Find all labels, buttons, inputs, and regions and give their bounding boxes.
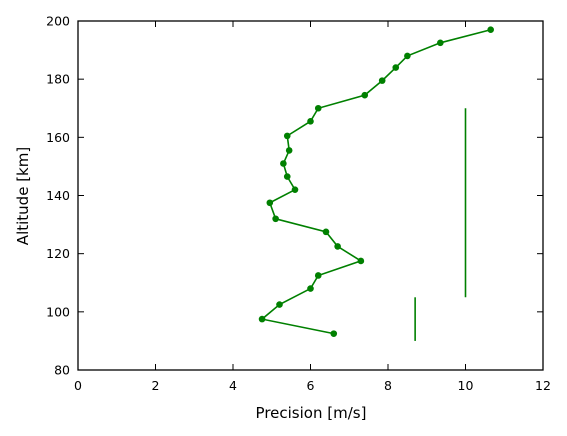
series-1-point-18 bbox=[361, 91, 369, 99]
y-tick-label: 120 bbox=[46, 246, 70, 261]
series-1-point-5 bbox=[314, 272, 322, 279]
series-1-point-20 bbox=[392, 64, 400, 71]
y-tick-label: 80 bbox=[54, 363, 70, 378]
series-1-point-3 bbox=[276, 301, 283, 308]
series-1-point-22 bbox=[437, 39, 444, 47]
y-tick-label: 140 bbox=[46, 188, 70, 203]
x-tick-label: 12 bbox=[535, 378, 551, 393]
y-tick-label: 160 bbox=[46, 130, 70, 145]
series-1-point-23 bbox=[487, 26, 494, 34]
series-1-point-1 bbox=[330, 330, 338, 337]
series-1-point-2 bbox=[258, 315, 266, 323]
plot-frame bbox=[77, 20, 544, 371]
series-1-point-17 bbox=[314, 104, 322, 112]
series-1-point-10 bbox=[266, 199, 274, 207]
series-1-point-21 bbox=[404, 52, 411, 60]
axis-ticks: 0 2 4 6 8 10 12 80 100 120 140 160 180 200 bbox=[46, 14, 551, 394]
series-1-point-11 bbox=[291, 186, 299, 193]
x-tick-label: 8 bbox=[384, 378, 392, 393]
series-1-point-16 bbox=[307, 118, 314, 125]
x-tick-label: 10 bbox=[458, 378, 474, 393]
series-1-point-8 bbox=[322, 228, 330, 236]
x-tick-label: 2 bbox=[152, 378, 160, 393]
x-axis-title: Precision [m/s] bbox=[256, 404, 367, 422]
x-tick-label: 4 bbox=[229, 378, 237, 393]
series-1-point-7 bbox=[334, 243, 341, 250]
series-1-point-19 bbox=[378, 77, 386, 84]
y-axis-title: Altitude [km] bbox=[14, 147, 32, 245]
series-1-point-9 bbox=[272, 215, 279, 223]
series-1-point-12 bbox=[283, 173, 291, 180]
series-1-point-6 bbox=[357, 257, 365, 265]
series-1-point-15 bbox=[283, 132, 291, 140]
series-1-point-13 bbox=[280, 160, 287, 167]
series-1-point-4 bbox=[307, 285, 314, 292]
y-tick-label: 200 bbox=[46, 14, 70, 29]
y-tick-label: 180 bbox=[46, 72, 70, 87]
y-tick-label: 100 bbox=[46, 304, 70, 319]
series-1-point-14 bbox=[285, 147, 293, 154]
x-tick-label: 0 bbox=[74, 378, 82, 393]
x-tick-label: 6 bbox=[307, 378, 315, 393]
series-1-line bbox=[260, 28, 491, 335]
plot-marks bbox=[258, 26, 494, 341]
